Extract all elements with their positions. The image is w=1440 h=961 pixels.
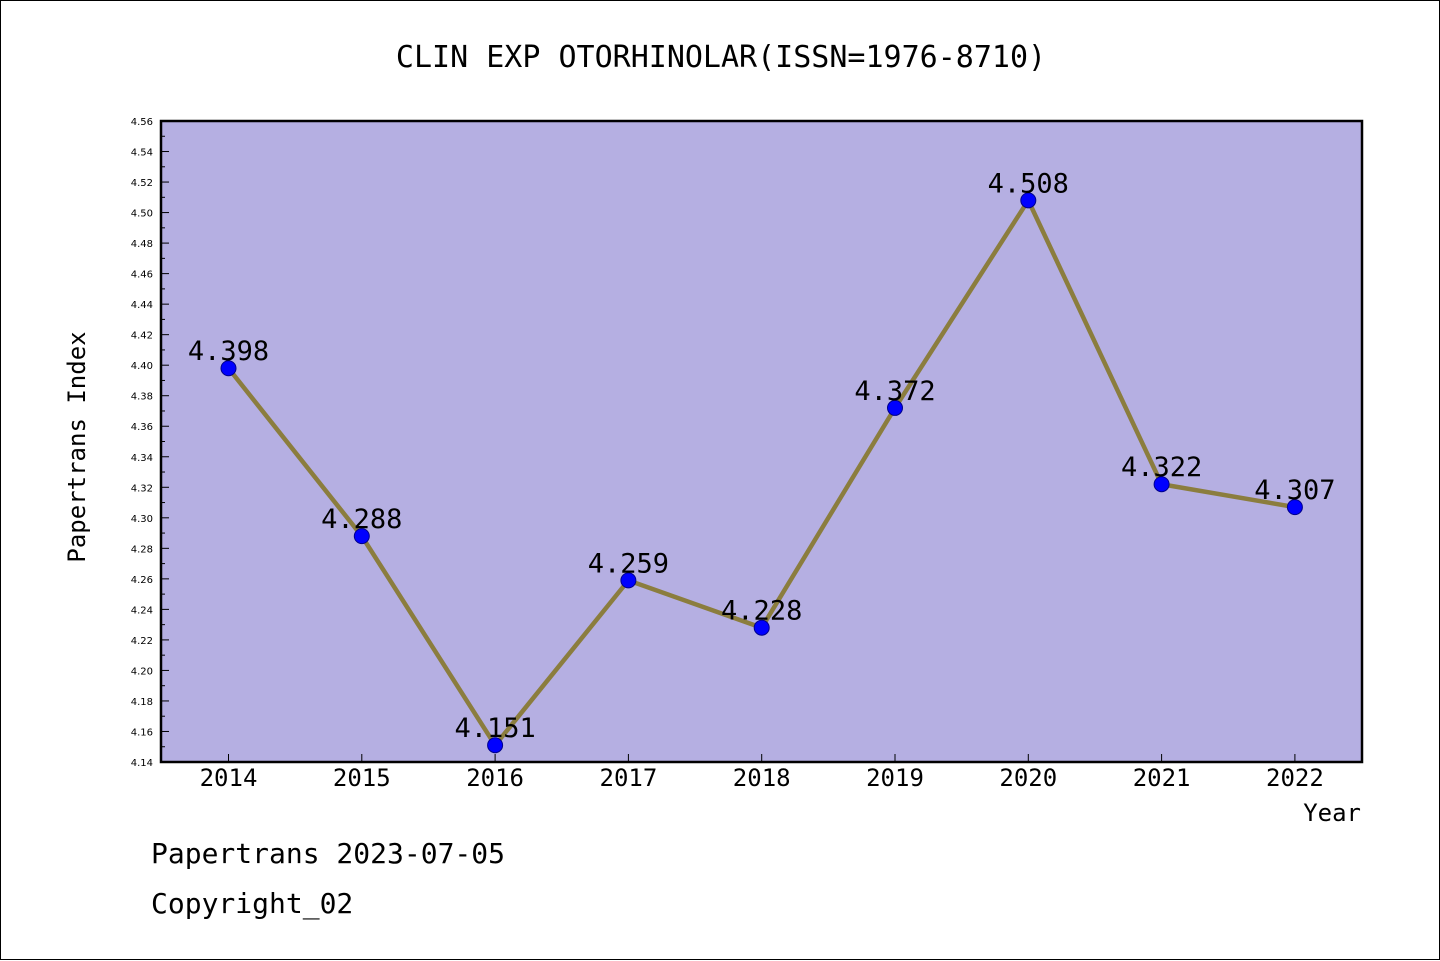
data-label: 4.151 bbox=[454, 713, 535, 744]
plot-area bbox=[161, 121, 1362, 762]
chart-title: CLIN EXP OTORHINOLAR(ISSN=1976-8710) bbox=[396, 40, 1046, 75]
data-label: 4.372 bbox=[854, 376, 935, 407]
data-point bbox=[487, 737, 504, 754]
y-tick-label: 4.20 bbox=[131, 666, 153, 677]
y-tick-label: 4.26 bbox=[131, 575, 153, 586]
y-tick-label: 4.48 bbox=[131, 239, 153, 250]
y-tick-label: 4.42 bbox=[131, 331, 153, 342]
data-label: 4.288 bbox=[321, 504, 402, 535]
x-tick-label: 2018 bbox=[733, 764, 791, 792]
data-label: 4.508 bbox=[988, 168, 1069, 199]
data-point bbox=[753, 619, 770, 636]
data-point bbox=[1153, 476, 1170, 493]
y-tick-label: 4.56 bbox=[131, 117, 153, 128]
y-tick-label: 4.16 bbox=[131, 727, 153, 738]
y-tick-label: 4.24 bbox=[131, 605, 153, 616]
y-tick-label: 4.52 bbox=[131, 178, 153, 189]
data-label: 4.398 bbox=[188, 336, 269, 367]
x-tick-label: 2016 bbox=[466, 764, 524, 792]
data-point bbox=[1020, 192, 1037, 209]
footer-date: Papertrans 2023-07-05 bbox=[151, 837, 506, 870]
data-label: 4.307 bbox=[1254, 475, 1335, 506]
data-label: 4.322 bbox=[1121, 452, 1202, 483]
y-tick-label: 4.44 bbox=[131, 300, 153, 311]
y-tick-label: 4.22 bbox=[131, 636, 153, 647]
y-axis-label: Papertrans Index bbox=[63, 331, 91, 562]
data-point bbox=[887, 399, 903, 416]
x-tick-label: 2022 bbox=[1266, 764, 1324, 792]
y-tick-label: 4.14 bbox=[131, 758, 153, 769]
data-point bbox=[620, 572, 637, 589]
x-tick-label: 2015 bbox=[333, 764, 391, 792]
y-tick-label: 4.46 bbox=[131, 270, 153, 281]
data-point bbox=[353, 528, 370, 545]
footer-copyright: Copyright_02 bbox=[151, 887, 354, 920]
y-tick-label: 4.34 bbox=[131, 453, 153, 464]
x-tick-label: 2020 bbox=[999, 764, 1057, 792]
data-label: 4.259 bbox=[588, 548, 669, 579]
x-axis-label: Year bbox=[1303, 799, 1361, 827]
x-tick-label: 2017 bbox=[600, 764, 658, 792]
plot-border bbox=[159, 119, 1364, 764]
data-label: 4.228 bbox=[721, 596, 802, 627]
x-tick-label: 2014 bbox=[200, 764, 258, 792]
y-tick-label: 4.40 bbox=[131, 361, 153, 372]
data-point bbox=[1286, 499, 1303, 516]
y-tick-label: 4.28 bbox=[131, 544, 153, 555]
x-tick-label: 2021 bbox=[1133, 764, 1191, 792]
y-tick-label: 4.18 bbox=[131, 697, 153, 708]
x-tick-label: 2019 bbox=[866, 764, 924, 792]
data-point bbox=[220, 360, 237, 377]
y-tick-label: 4.32 bbox=[131, 483, 153, 494]
y-tick-label: 4.36 bbox=[131, 422, 153, 433]
y-tick-label: 4.30 bbox=[131, 514, 153, 525]
y-tick-label: 4.38 bbox=[131, 392, 153, 403]
y-tick-label: 4.54 bbox=[131, 148, 153, 159]
y-tick-label: 4.50 bbox=[131, 209, 153, 220]
